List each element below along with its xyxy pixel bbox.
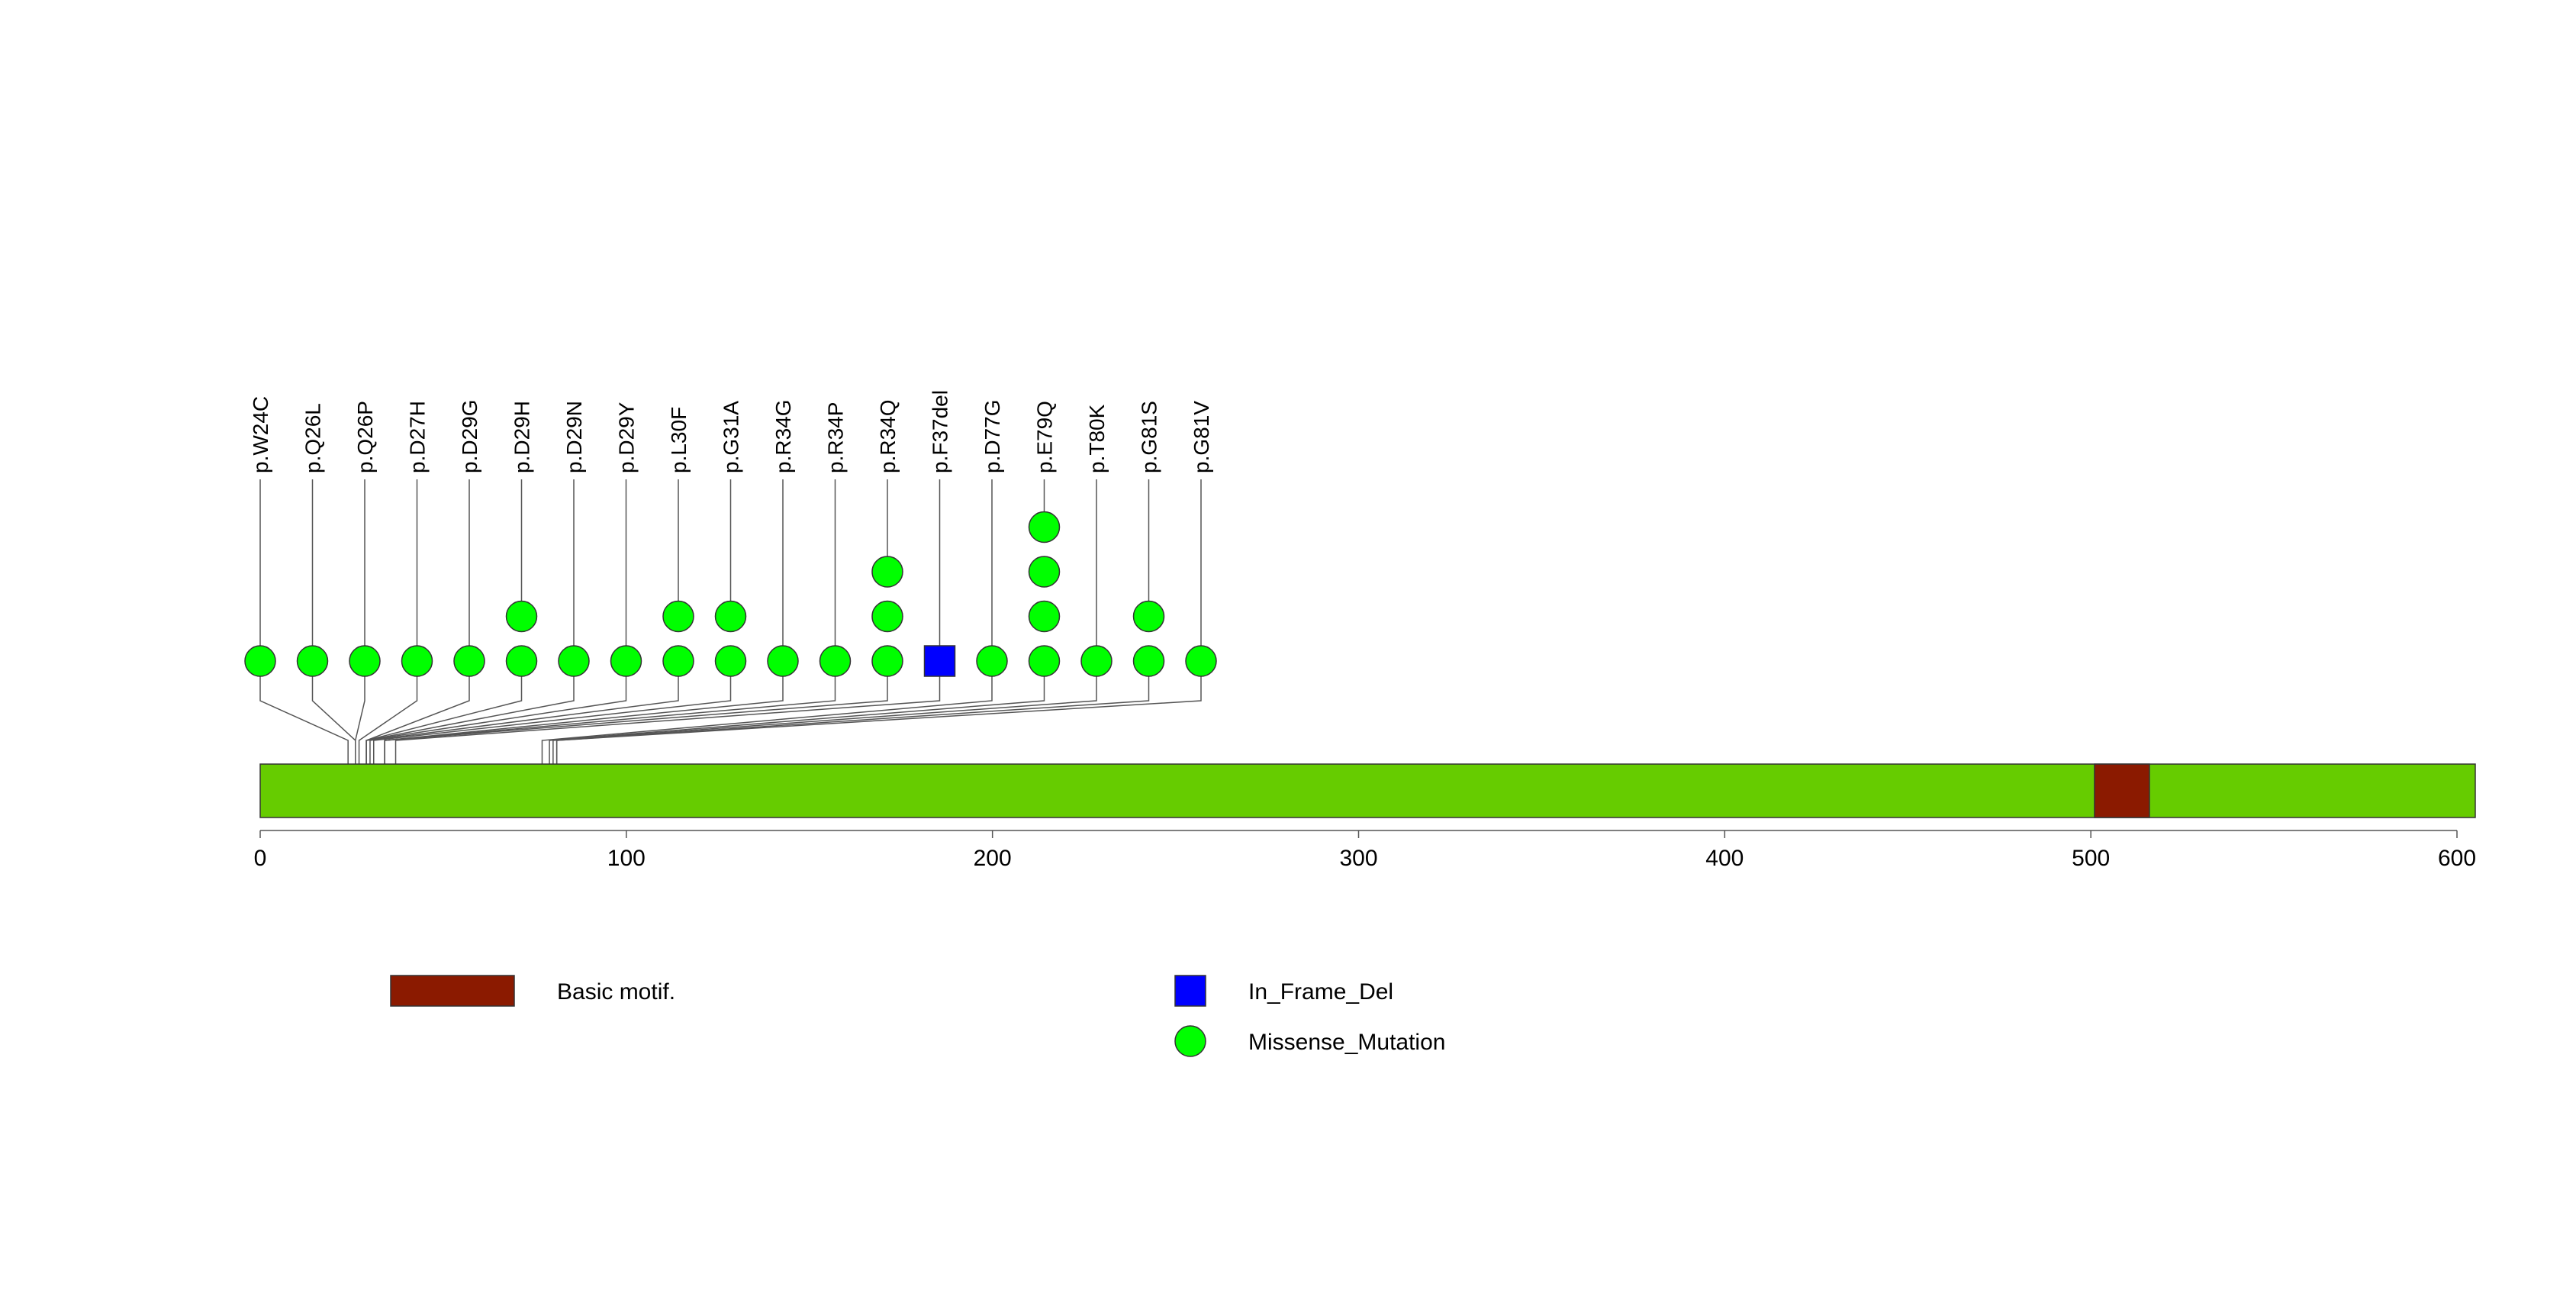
- x-tick-label-400: 400: [1705, 846, 1744, 871]
- x-axis: 0 100 200 300 400 500 600: [254, 830, 2476, 871]
- marker-p.T80K-1: [1080, 645, 1113, 677]
- marker-p.D77G-1: [976, 645, 1008, 677]
- marker-p.W24C-1: [244, 645, 276, 677]
- mutation-label-p.D77G: p.D77G: [980, 400, 1004, 474]
- marker-p.F37del-1: [923, 645, 956, 677]
- legend-swatch-missense-mutation: [1174, 1025, 1206, 1057]
- domain-0: [2094, 763, 2150, 818]
- marker-p.G81S-1: [1132, 645, 1165, 677]
- mutation-labels: p.W24C p.Q26L p.Q26P p.D27H p.D29G p.D29H p.D2…: [249, 390, 1213, 473]
- marker-p.D29G-1: [453, 645, 485, 677]
- marker-p.E79Q-4: [1028, 511, 1061, 543]
- marker-p.D27H-1: [401, 645, 433, 677]
- mutation-label-p.T80K: p.T80K: [1085, 404, 1109, 473]
- mutation-markers: [244, 511, 1217, 677]
- marker-p.E79Q-1: [1028, 645, 1061, 677]
- marker-p.G31A-2: [714, 600, 747, 633]
- mutation-label-p.E79Q: p.E79Q: [1033, 401, 1057, 473]
- marker-p.L30F-1: [662, 645, 694, 677]
- mutation-label-p.D29G: p.D29G: [458, 400, 481, 474]
- mutation-label-p.Q26L: p.Q26L: [301, 403, 325, 473]
- mutation-label-p.L30F: p.L30F: [667, 407, 691, 473]
- marker-p.Q26L-1: [296, 645, 329, 677]
- mutation-label-p.D29H: p.D29H: [510, 401, 534, 473]
- x-tick-label-600: 600: [2438, 846, 2476, 871]
- protein-track: [259, 763, 2476, 818]
- mutation-label-p.G81V: p.G81V: [1190, 401, 1213, 473]
- x-tick-label-100: 100: [607, 846, 646, 871]
- x-tick-label-500: 500: [2072, 846, 2110, 871]
- x-tick-label-0: 0: [254, 846, 267, 871]
- marker-p.R34Q-1: [871, 645, 903, 677]
- marker-p.E79Q-2: [1028, 600, 1061, 633]
- mutation-label-p.D29N: p.D29N: [562, 401, 586, 473]
- marker-p.D29H-1: [505, 645, 538, 677]
- mutation-label-p.Q26P: p.Q26P: [353, 401, 377, 473]
- marker-p.R34Q-3: [871, 556, 903, 588]
- marker-p.D29N-1: [558, 645, 590, 677]
- lollipop-stems: [259, 479, 1202, 661]
- x-tick-label-300: 300: [1339, 846, 1377, 871]
- mutation-label-p.R34P: p.R34P: [824, 402, 848, 473]
- mutation-label-p.D29Y: p.D29Y: [615, 402, 639, 473]
- mutation-label-p.G81S: p.G81S: [1138, 401, 1161, 473]
- marker-p.Q26P-1: [349, 645, 381, 677]
- x-tick-label-200: 200: [974, 846, 1012, 871]
- mutation-label-p.G31A: p.G31A: [720, 401, 743, 473]
- mutation-label-p.R34G: p.R34G: [771, 400, 795, 474]
- marker-p.G81V-1: [1185, 645, 1217, 677]
- marker-p.D29Y-1: [610, 645, 642, 677]
- mutation-label-p.F37del: p.F37del: [929, 390, 952, 473]
- mutation-label-p.R34Q: p.R34Q: [876, 400, 900, 474]
- marker-p.R34G-1: [767, 645, 799, 677]
- marker-p.L30F-2: [662, 600, 694, 633]
- marker-p.R34P-1: [819, 645, 852, 677]
- legend-label-basic-motif: Basic motif.: [557, 979, 675, 1005]
- marker-p.D29H-2: [505, 600, 538, 633]
- mutation-label-p.D27H: p.D27H: [406, 401, 430, 473]
- marker-p.E79Q-3: [1028, 556, 1061, 588]
- legend-label-missense-mutation: Missense_Mutation: [1248, 1030, 1445, 1055]
- legend-swatch-basic-motif: [390, 975, 515, 1007]
- legend-label-in-frame-del: In_Frame_Del: [1248, 979, 1393, 1005]
- mutation-label-p.W24C: p.W24C: [249, 396, 272, 473]
- legend: Basic motif. In_Frame_Del Missense_Mutatio…: [390, 975, 1445, 1057]
- marker-p.G81S-2: [1132, 600, 1165, 633]
- marker-p.R34Q-2: [871, 600, 903, 633]
- legend-swatch-in-frame-del: [1174, 975, 1206, 1007]
- marker-p.G31A-1: [714, 645, 747, 677]
